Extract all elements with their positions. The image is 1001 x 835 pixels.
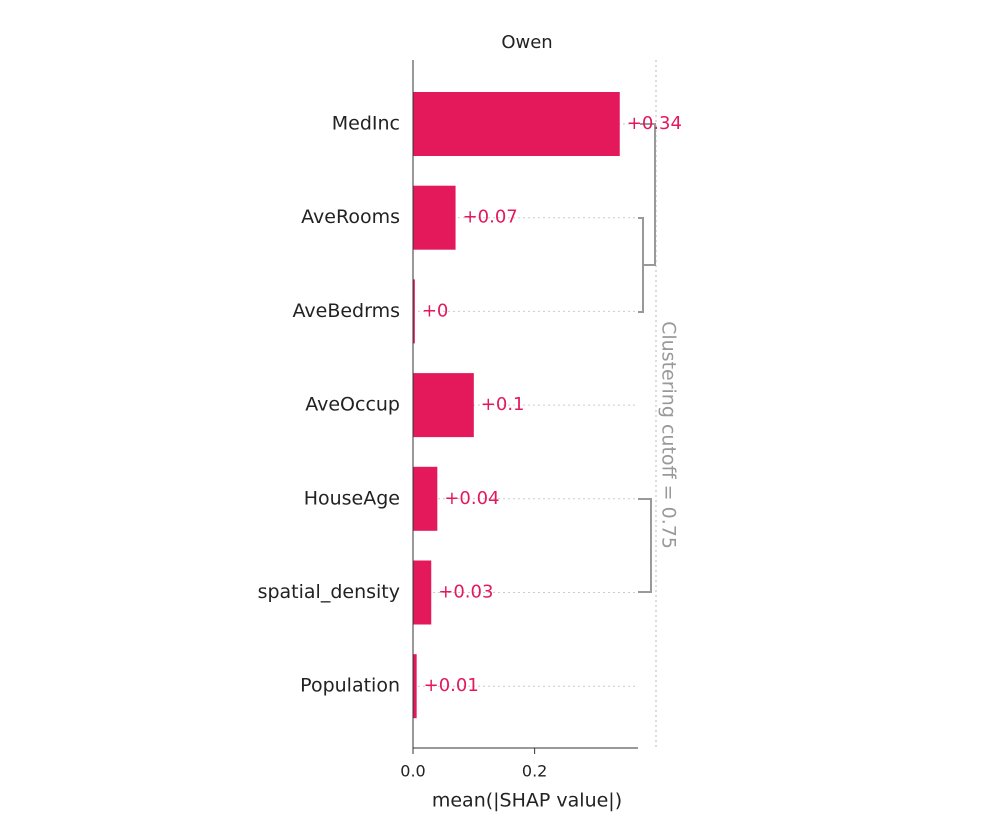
y-tick-label: MedInc bbox=[332, 113, 400, 135]
dendrogram bbox=[638, 123, 656, 593]
y-tick-label: spatial_density bbox=[258, 581, 400, 603]
chart-title: Owen bbox=[501, 32, 552, 53]
bar bbox=[413, 560, 432, 625]
cutoff-label: Clustering cutoff = 0.75 bbox=[658, 321, 680, 549]
x-tick-label: 0.2 bbox=[522, 762, 547, 781]
y-tick-label: HouseAge bbox=[304, 487, 400, 509]
y-tick-label: AveBedrms bbox=[293, 300, 401, 322]
bar bbox=[413, 373, 474, 438]
cluster-bracket bbox=[638, 498, 652, 593]
x-axis-label: mean(|SHAP value|) bbox=[432, 790, 622, 812]
value-label: +0.34 bbox=[627, 113, 682, 134]
bar bbox=[413, 279, 415, 344]
y-tick-label: AveRooms bbox=[301, 206, 400, 228]
bar bbox=[413, 654, 417, 719]
value-label: +0 bbox=[422, 300, 449, 321]
value-label: +0.01 bbox=[424, 675, 479, 696]
bar bbox=[413, 466, 438, 531]
value-label: +0.04 bbox=[444, 488, 499, 509]
y-tick-label: Population bbox=[300, 675, 400, 697]
cluster-bracket bbox=[638, 217, 644, 313]
y-tick-label: AveOccup bbox=[305, 394, 400, 416]
bar bbox=[413, 92, 620, 156]
value-label: +0.07 bbox=[463, 207, 518, 228]
value-label: +0.03 bbox=[438, 582, 493, 603]
x-tick-label: 0.0 bbox=[400, 762, 425, 781]
cluster-bracket bbox=[640, 123, 656, 266]
value-label: +0.1 bbox=[481, 394, 525, 415]
bar bbox=[413, 185, 456, 250]
